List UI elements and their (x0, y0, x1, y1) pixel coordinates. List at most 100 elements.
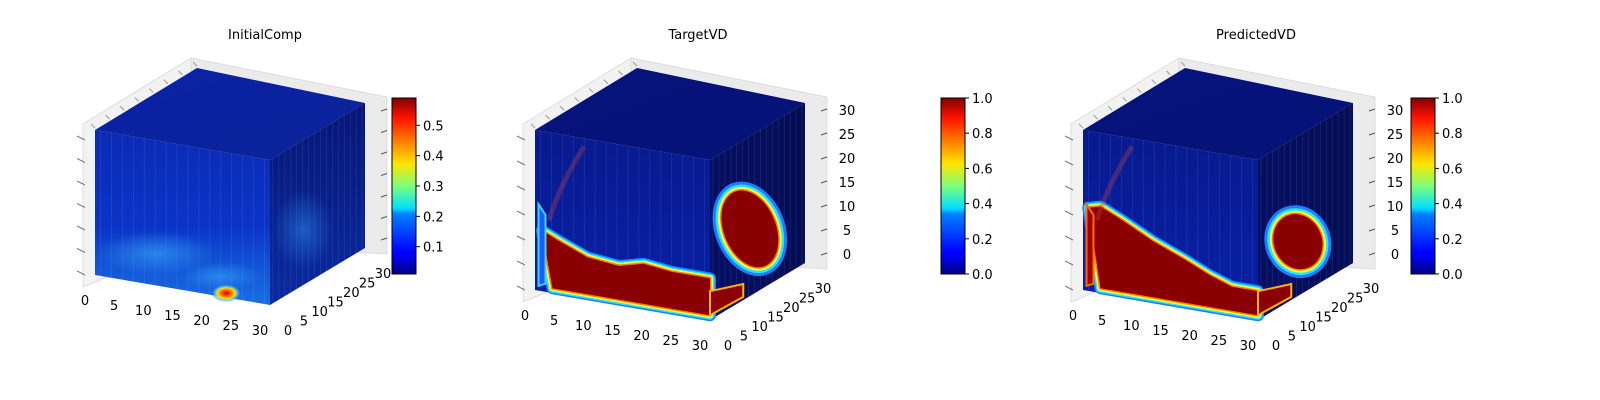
x-tick-label: 10 (575, 319, 592, 334)
z-tick-label: 0 (843, 248, 851, 263)
low-region (96, 231, 217, 276)
x-tick-label: 10 (135, 304, 152, 319)
z-tick-label: 30 (839, 104, 856, 119)
colorbar-tick-label: 0.4 (423, 150, 444, 165)
x-tick-label: 15 (1152, 324, 1169, 339)
colorbar-tick-label: 1.0 (972, 92, 993, 107)
z-tick-label: 20 (839, 152, 856, 167)
colorbar: 0.0 0.2 0.4 0.6 0.8 1.0 (1410, 92, 1463, 283)
x-tick-label: 25 (663, 334, 680, 349)
z-tick-mark (1368, 180, 1376, 184)
cube-top-face (535, 68, 805, 160)
z-tick-mark (1368, 204, 1376, 208)
voxel-cube (95, 68, 365, 305)
grid-tick (178, 70, 183, 76)
grid-tick (76, 135, 86, 141)
x-tick-label: 10 (1123, 319, 1140, 334)
high-density-region (1088, 206, 1258, 316)
colorbar-tick-label: 0.2 (423, 210, 444, 225)
grid-tick (1064, 260, 1074, 266)
grid-tick (545, 114, 550, 120)
grid-tick (1166, 70, 1171, 76)
z-tick-mark (1368, 228, 1376, 232)
subplot-title: InitialComp (228, 28, 302, 43)
z-tick-mark (380, 173, 388, 176)
faint-wisp (546, 145, 587, 222)
z-tick-label: 0 (1391, 248, 1399, 263)
colorbar-tick-label: 0.4 (972, 198, 993, 213)
grid-tick (119, 105, 125, 111)
high-density-region (542, 230, 710, 316)
z-tick-label: 30 (1387, 104, 1404, 119)
colorbar-tick-label: 0.3 (423, 180, 444, 195)
grid-tick (603, 79, 609, 85)
y-tick-label: 30 (375, 267, 392, 282)
grid-tick (76, 158, 86, 163)
z-tick-mark (380, 237, 388, 241)
colorbar-tick-label: 0.2 (972, 233, 993, 248)
x-tick-label: 30 (692, 339, 709, 354)
y-tick-label: 30 (1363, 282, 1380, 297)
colorbar-tick-label: 0.6 (972, 162, 993, 177)
z-tick-label: 15 (839, 176, 856, 191)
z-tick-label: 5 (843, 224, 851, 239)
x-tick-label: 0 (81, 294, 89, 309)
subplot-title: TargetVD (667, 28, 727, 43)
grid-tick (516, 235, 526, 241)
z-tick-label: 15 (1387, 176, 1404, 191)
grid-tick (76, 203, 86, 208)
colorbar-gradient (1410, 97, 1436, 275)
colorbar-tick-label: 0.1 (423, 241, 444, 256)
low-region (181, 262, 261, 291)
y-tick-label: 5 (740, 330, 748, 345)
z-tick-mark (380, 151, 388, 155)
grid-tick (516, 210, 526, 216)
cube-top-face (1083, 68, 1353, 160)
x-tick-label: 20 (633, 329, 650, 344)
colorbar-gradient (391, 97, 417, 275)
grid-tick (76, 180, 86, 186)
y-tick-label: 15 (767, 311, 784, 326)
grid-tick (76, 248, 86, 253)
z-axis-ticks: 0 5 10 15 20 25 30 (839, 104, 856, 263)
grid-tick (1107, 105, 1113, 111)
y-tick-label: 0 (1272, 339, 1280, 354)
side-bottom-band (709, 282, 745, 317)
x-tick-label: 20 (1181, 329, 1198, 344)
z-tick-label: 5 (1391, 224, 1399, 239)
colorbar-tick-label: 0.5 (423, 119, 444, 134)
x-tick-label: 5 (550, 314, 558, 329)
side-high-region (721, 190, 779, 268)
z-tick-mark (820, 228, 828, 232)
x-tick-label: 30 (1240, 339, 1257, 354)
x-tick-label: 20 (193, 314, 210, 329)
colorbar-gradient (940, 97, 966, 275)
grid-tick (1180, 61, 1186, 67)
x-tick-label: 0 (1069, 309, 1077, 324)
grid-tick (516, 160, 526, 166)
grid-tick (588, 88, 594, 93)
grid-tick (574, 97, 580, 102)
grid-tick (618, 70, 623, 76)
x-tick-label: 5 (110, 299, 118, 314)
x-tick-label: 25 (1211, 334, 1228, 349)
colorbar-tick-label: 0.8 (1442, 127, 1463, 142)
grid-tick (1064, 235, 1074, 241)
grid-tick (1064, 160, 1074, 166)
grid-tick (632, 61, 638, 67)
y-tick-label: 15 (1315, 311, 1332, 326)
y-tick-label: 30 (815, 282, 832, 297)
y-tick-label: 25 (359, 277, 376, 292)
side-high-region (1273, 214, 1323, 270)
colorbar-tick-label: 0.2 (1442, 233, 1463, 248)
z-tick-label: 10 (839, 200, 856, 215)
grid-tick (516, 135, 526, 141)
z-tick-label: 25 (839, 128, 856, 143)
side-bottom-band (1257, 282, 1293, 317)
y-tick-label: 15 (327, 296, 344, 311)
grid-tick (1064, 135, 1074, 141)
x-axis-ticks: 0 5 10 15 20 25 30 (1069, 309, 1256, 354)
z-tick-label: 20 (1387, 152, 1404, 167)
